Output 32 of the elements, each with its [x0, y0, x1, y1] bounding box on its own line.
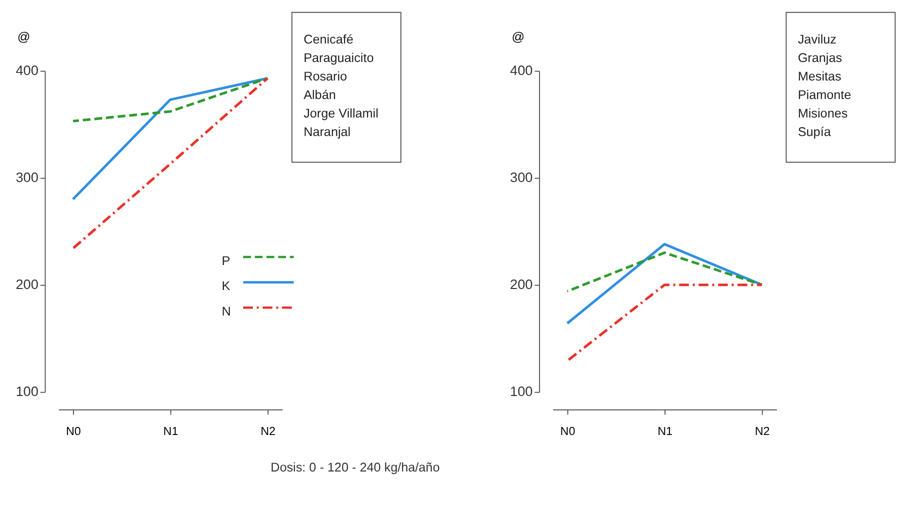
x-tick-label: N0 [66, 425, 82, 438]
y-tick-label: 100 [16, 384, 39, 400]
text: Javiluz [798, 32, 836, 47]
text: Paraguaicito [304, 51, 374, 66]
annotation: Misiones [798, 106, 848, 120]
x-tick-label: N1 [658, 425, 672, 438]
y-tick-label: 400 [510, 63, 534, 78]
legend-label: N [222, 304, 231, 318]
annotation: Mesitas [798, 70, 842, 84]
y-tick-label: 300 [16, 170, 39, 186]
y-tick-label: 400 [16, 63, 39, 78]
y-tick-label: 300 [510, 170, 534, 186]
text: Granjas [798, 51, 842, 66]
x-axis-title: Dosis: 0 - 120 - 240 kg/ha/año [270, 460, 440, 475]
y-tick-label: 200 [510, 277, 534, 292]
y-axis-title: @ [512, 30, 525, 44]
x-tick-label: N2 [260, 425, 276, 438]
x-tick-label: N0 [560, 425, 576, 438]
y-axis-title: @ [17, 30, 30, 44]
legend-label: P [222, 254, 230, 268]
annotation: Rosario [304, 70, 348, 84]
annotation: Albán [304, 88, 336, 102]
annotation: Piamonte [798, 88, 852, 102]
x-tick-label: N2 [754, 425, 770, 438]
x-tick-label: N1 [163, 425, 178, 438]
annotation: Supía [798, 124, 832, 139]
y-tick-label: 200 [16, 277, 39, 292]
annotation: Naranjal [304, 124, 351, 139]
text: Cenicafé [304, 32, 354, 47]
y-tick-label: 100 [510, 384, 534, 400]
legend-label: K [222, 279, 231, 294]
annotation: Jorge Villamil [304, 106, 378, 120]
